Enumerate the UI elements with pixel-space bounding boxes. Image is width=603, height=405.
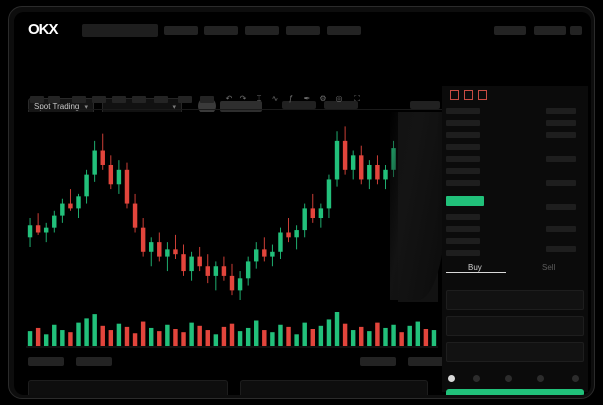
market-header-bar: Spot Trading ▾ ▾ xyxy=(14,47,591,115)
orderbook-bid-row[interactable] xyxy=(446,238,480,244)
orderbook-ask-row[interactable] xyxy=(446,132,480,138)
stat-24h-high xyxy=(410,101,440,109)
orderbook-panel: Buy Sell xyxy=(442,86,588,395)
device-frame: OKX Spot Trading ▾ ▾ xyxy=(8,6,595,399)
camera-icon[interactable]: ◎ xyxy=(335,94,343,103)
orderbook-size-row xyxy=(546,132,576,138)
orderbook-size-row xyxy=(546,108,576,114)
chevron-down-icon: ▾ xyxy=(172,104,176,111)
timeframe-4h[interactable] xyxy=(112,96,126,103)
stat-change-percent xyxy=(324,101,358,109)
fullscreen-icon[interactable]: ⛶ xyxy=(354,94,360,103)
nav-right-orders[interactable] xyxy=(534,26,566,35)
pair-name-label xyxy=(220,101,262,112)
submit-buy-button[interactable] xyxy=(446,389,584,395)
orderbook-ask-row[interactable] xyxy=(446,156,480,162)
order-amount-field[interactable] xyxy=(446,316,584,336)
nav-item-trade[interactable] xyxy=(204,26,238,35)
amount-slider[interactable] xyxy=(448,375,586,383)
timeframe-custom[interactable] xyxy=(200,96,214,103)
orderbook-bid-row[interactable] xyxy=(446,250,480,256)
settings-icon[interactable]: ⚙ xyxy=(319,94,327,103)
brush-icon[interactable]: ✒ xyxy=(303,94,311,103)
candlestick-series xyxy=(27,124,437,300)
orderbook-size-row xyxy=(546,156,576,162)
undo-icon[interactable]: ↶ xyxy=(225,94,233,103)
orderbook-size-row xyxy=(546,180,576,186)
slider-dot-100[interactable] xyxy=(572,375,579,382)
nav-item-markets[interactable] xyxy=(164,26,198,35)
chart-gradient-shadow xyxy=(390,112,446,300)
nav-right-profile-icon[interactable] xyxy=(570,26,582,35)
line-icon[interactable]: ∿ xyxy=(271,94,279,103)
orderbook-ask-row[interactable] xyxy=(446,144,480,150)
slider-dot-50[interactable] xyxy=(505,375,512,382)
timeframe-15m[interactable] xyxy=(72,96,86,103)
order-total-field[interactable] xyxy=(446,342,584,362)
stat-last-price xyxy=(282,101,316,109)
orderbook-view-asks-icon[interactable] xyxy=(478,90,487,100)
order-price-field[interactable] xyxy=(446,290,584,310)
indicator-icon[interactable]: ƒ xyxy=(288,94,294,103)
chart-footer-tab-orders[interactable] xyxy=(28,357,64,366)
slider-dot-75[interactable] xyxy=(537,375,544,382)
nav-item-derivatives[interactable] xyxy=(245,26,279,35)
orderbook-size-row xyxy=(546,226,576,232)
orderbook-size-row xyxy=(546,120,576,126)
redo-icon[interactable]: ↷ xyxy=(239,94,247,103)
orderbook-ask-row[interactable] xyxy=(446,180,480,186)
orderbook-size-row xyxy=(546,246,576,252)
search-input[interactable] xyxy=(82,24,158,37)
buy-tab-underline xyxy=(446,272,506,273)
orderbook-bid-row[interactable] xyxy=(446,226,480,232)
timeframe-1m[interactable] xyxy=(30,96,44,103)
nav-right-assets[interactable] xyxy=(494,26,526,35)
slider-dot-25[interactable] xyxy=(473,375,480,382)
orderbook-view-all-icon[interactable] xyxy=(450,90,459,100)
timeframe-more[interactable] xyxy=(178,96,192,103)
price-chart[interactable] xyxy=(26,112,438,352)
orderbook-view-bids-icon[interactable] xyxy=(464,90,473,100)
chart-footer-right-tab-2[interactable] xyxy=(408,357,444,366)
orderbook-ask-row[interactable] xyxy=(446,120,480,126)
timeframe-1w[interactable] xyxy=(154,96,168,103)
chart-footer-right-tab-1[interactable] xyxy=(360,357,396,366)
orderbook-spread-highlight xyxy=(446,196,484,206)
orderbook-bid-row[interactable] xyxy=(446,214,480,220)
orderbook-view-tabs xyxy=(442,86,588,104)
market-type-label: Spot Trading xyxy=(34,102,80,111)
candle-icon[interactable]: ⌶ xyxy=(256,94,262,103)
nav-item-more[interactable] xyxy=(327,26,361,35)
timeframe-5m[interactable] xyxy=(48,96,60,103)
toolbar-divider xyxy=(28,109,582,110)
nav-item-earn[interactable] xyxy=(286,26,320,35)
top-navigation-bar: OKX xyxy=(14,12,591,47)
timeframe-1h[interactable] xyxy=(92,96,106,103)
slider-dot-0[interactable] xyxy=(448,375,455,382)
orderbook-ask-row[interactable] xyxy=(446,108,480,114)
positions-card[interactable] xyxy=(240,380,428,395)
orderbook-ask-row[interactable] xyxy=(446,168,480,174)
app-screen: OKX Spot Trading ▾ ▾ xyxy=(14,12,591,395)
orders-card[interactable] xyxy=(28,380,228,395)
volume-series xyxy=(26,312,438,348)
chevron-down-icon: ▾ xyxy=(84,103,88,111)
tab-sell[interactable]: Sell xyxy=(542,263,556,272)
orderbook-size-row xyxy=(546,204,576,210)
timeframe-1d[interactable] xyxy=(132,96,146,103)
okx-logo[interactable]: OKX xyxy=(28,21,59,38)
chart-footer-tab-history[interactable] xyxy=(76,357,112,366)
tab-buy[interactable]: Buy xyxy=(468,263,482,272)
